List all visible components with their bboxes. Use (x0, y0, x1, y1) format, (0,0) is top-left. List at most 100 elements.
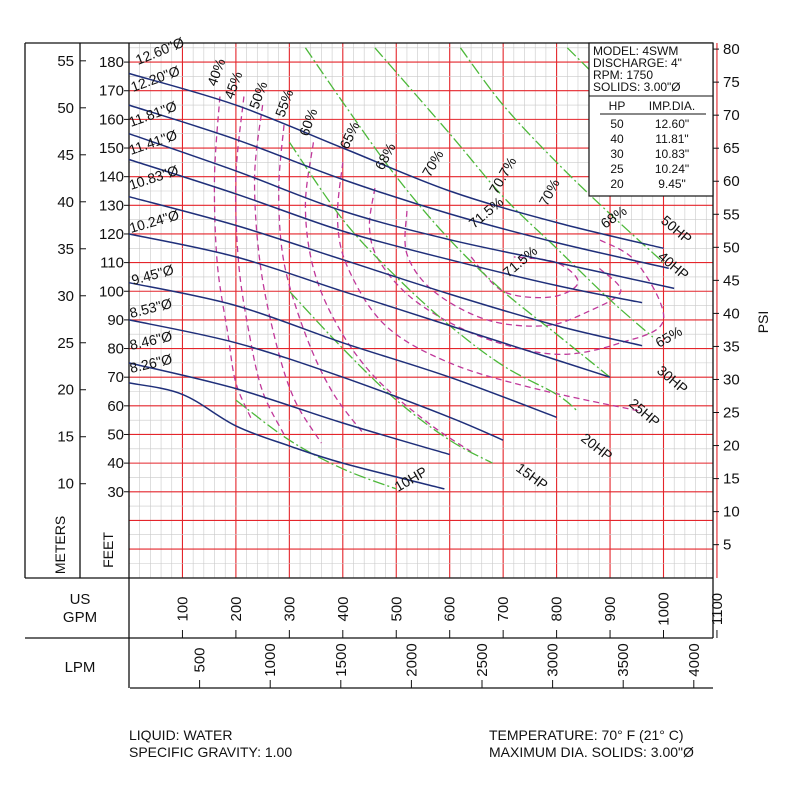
footer-max-solids: MAXIMUM DIA. SOLIDS: 3.00"Ø (489, 744, 694, 760)
hp-curve (374, 47, 654, 338)
feet-tick-label: 110 (100, 255, 124, 272)
hp-label: 15HP (513, 459, 551, 493)
efficiency-label: 71.5% (466, 194, 507, 232)
meters-tick-label: 45 (57, 147, 74, 164)
impeller-curve (128, 362, 450, 456)
gpm-tick-label: 1100 (709, 593, 726, 625)
info-row-dia: 9.45" (658, 177, 686, 191)
impeller-label: 12.20"Ø (129, 62, 182, 94)
hp-label: 40HP (655, 248, 692, 283)
footer-liquid: LIQUID: WATER (129, 727, 233, 743)
efficiency-label: 50% (246, 79, 271, 111)
gpm-tick-label: 900 (602, 596, 619, 621)
info-model: MODEL: 4SWM (593, 44, 678, 58)
gpm-tick-label: 400 (335, 596, 352, 621)
gpm-tick-label: 1000 (656, 592, 673, 625)
info-box: MODEL: 4SWM DISCHARGE: 4" RPM: 1750 SOLI… (588, 42, 714, 197)
efficiency-label: 55% (272, 87, 297, 119)
info-row-hp: 20 (610, 177, 624, 191)
feet-tick-label: 140 (99, 169, 124, 186)
info-rpm: RPM: 1750 (593, 68, 653, 82)
impeller-curve (128, 382, 445, 490)
meters-tick-label: 35 (57, 241, 74, 258)
meters-tick-label: 40 (57, 194, 74, 211)
feet-tick-label: 30 (107, 484, 124, 501)
efficiency-label: 70.7% (486, 154, 520, 196)
psi-tick-label: 40 (723, 305, 740, 322)
feet-tick-label: 180 (99, 54, 124, 71)
efficiency-curve (234, 96, 285, 435)
gpm-tick-label: 600 (442, 596, 459, 621)
meters-tick-label: 55 (57, 53, 74, 70)
gpm-tick-label: 100 (174, 596, 191, 621)
feet-tick-label: 150 (99, 140, 124, 157)
info-header-hp: HP (609, 99, 626, 113)
gpm-tick-label: 700 (495, 596, 512, 621)
psi-tick-label: 50 (723, 239, 740, 256)
psi-tick-label: 75 (723, 74, 740, 91)
feet-tick-label: 40 (107, 455, 124, 472)
impeller-curve (128, 72, 664, 250)
lpm-tick-label: 4000 (686, 643, 703, 676)
impeller-label: 9.45"Ø (130, 261, 176, 288)
impeller-label: 10.24"Ø (127, 206, 180, 235)
y-axis-label-psi: PSI (755, 311, 771, 334)
efficiency-curve (304, 142, 472, 453)
info-row-dia: 12.60" (655, 117, 689, 131)
efficiency-curve (368, 188, 665, 355)
impeller-curve (128, 319, 504, 441)
impeller-curves (128, 72, 675, 490)
impeller-curve (128, 158, 643, 304)
info-row-hp: 40 (610, 132, 624, 146)
impeller-curve (128, 132, 675, 290)
lpm-tick-label: 2000 (403, 643, 420, 676)
feet-tick-label: 80 (107, 341, 124, 358)
x2-axis-label-lpm: LPM (65, 659, 96, 676)
info-row-hp: 50 (610, 117, 624, 131)
efficiency-label: 70% (536, 176, 563, 208)
psi-tick-label: 20 (723, 438, 740, 455)
hp-curve (235, 399, 397, 490)
psi-tick-label: 80 (723, 41, 740, 58)
meters-tick-label: 20 (57, 382, 74, 399)
info-row-dia: 10.83" (655, 147, 689, 161)
info-header-dia: IMP.DIA. (649, 99, 695, 113)
hp-curve (288, 290, 493, 464)
efficiency-label: 70% (419, 147, 447, 179)
info-row-hp: 25 (610, 162, 624, 176)
x-axis-label-gpm: GPM (63, 609, 97, 626)
impeller-label: 11.81"Ø (127, 98, 179, 130)
psi-tick-label: 45 (723, 272, 740, 289)
impeller-label: 8.53"Ø (128, 295, 174, 321)
gpm-tick-label: 500 (388, 596, 405, 621)
psi-tick-label: 35 (723, 338, 740, 355)
efficiency-label: 65% (653, 323, 685, 351)
psi-tick-label: 5 (723, 537, 731, 554)
gpm-tick-label: 200 (228, 596, 245, 621)
efficiency-curve (404, 210, 622, 327)
psi-tick-label: 10 (723, 504, 740, 521)
efficiency-curve (253, 105, 322, 444)
impeller-label: 11.41"Ø (127, 126, 179, 157)
hp-curve (288, 141, 579, 413)
feet-tick-label: 100 (99, 283, 124, 300)
hp-curve (459, 47, 664, 264)
lpm-tick-label: 1500 (333, 643, 350, 676)
info-row-dia: 10.24" (655, 162, 689, 176)
lpm-tick-label: 3000 (545, 643, 562, 676)
impeller-label: 12.60"Ø (133, 34, 186, 68)
efficiency-label: 65% (336, 119, 362, 151)
meters-tick-label: 15 (57, 429, 74, 446)
lpm-tick-label: 3500 (615, 643, 632, 676)
efficiency-label: 60% (296, 106, 321, 138)
feet-tick-label: 130 (99, 197, 124, 214)
gpm-tick-label: 300 (281, 596, 298, 621)
feet-tick-label: 70 (107, 369, 124, 386)
feet-tick-label: 90 (107, 312, 124, 329)
meters-tick-label: 50 (57, 100, 74, 117)
x-axis-label-us: US (70, 591, 91, 608)
info-solids: SOLIDS: 3.00"Ø (593, 80, 681, 94)
feet-tick-label: 160 (99, 111, 124, 128)
psi-tick-label: 15 (723, 471, 740, 488)
meters-tick-label: 10 (57, 476, 74, 493)
